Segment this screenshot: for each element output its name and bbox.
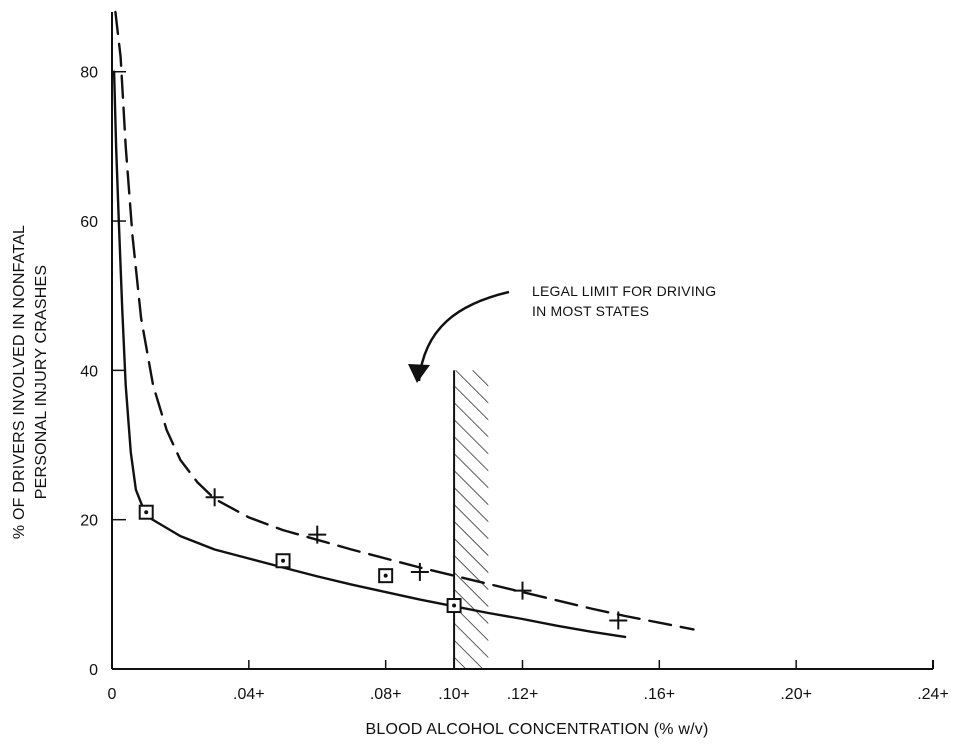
x-tick-label: .10+ — [438, 686, 470, 703]
solid-series-line — [112, 70, 627, 639]
y-axis-title-line-2: PERSONAL INJURY CRASHES — [33, 265, 50, 500]
x-tick-label: 0 — [108, 686, 117, 703]
plus-marker — [513, 581, 532, 600]
axes-group — [111, 12, 934, 670]
y-tick-label: 80 — [80, 65, 98, 82]
y-ticks-group: 0 20 40 60 80 — [80, 65, 126, 679]
annotation-arrow-head — [408, 364, 430, 383]
annotation-line-2: IN MOST STATES — [532, 303, 649, 319]
y-tick-label: 40 — [80, 363, 98, 380]
x-tick-label: .24+ — [917, 686, 949, 703]
square-dot-marker — [275, 553, 291, 569]
legal-limit-band — [454, 370, 489, 669]
x-tick-label: .12+ — [507, 686, 539, 703]
annotation-line-1: LEGAL LIMIT FOR DRIVING — [532, 283, 716, 299]
plus-marker — [410, 562, 429, 581]
x-tick-label: .20+ — [780, 686, 812, 703]
square-dot-marker — [446, 598, 462, 614]
dashed-series-line — [114, 10, 695, 631]
square-dot-marker — [378, 568, 394, 584]
square-dot-marker — [138, 504, 154, 520]
plus-marker — [609, 611, 628, 630]
annotation-arrow — [417, 290, 510, 382]
y-tick-label: 0 — [89, 662, 98, 679]
x-axis-title: BLOOD ALCOHOL CONCENTRATION (% w/v) — [365, 721, 708, 738]
series-lines-group — [112, 10, 695, 639]
y-tick-label: 20 — [80, 513, 98, 530]
annotation-group: LEGAL LIMIT FOR DRIVING IN MOST STATES — [408, 283, 716, 383]
x-tick-label: .08+ — [370, 686, 402, 703]
series-points-group — [138, 488, 628, 630]
y-tick-label: 60 — [80, 214, 98, 231]
y-axis-title-line-1: % OF DRIVERS INVOLVED IN NONFATAL — [11, 225, 28, 539]
x-tick-label: .04+ — [233, 686, 265, 703]
x-tick-label: .16+ — [644, 686, 676, 703]
legal-limit-band-group — [453, 370, 489, 669]
x-ticks-group: 0 .04+ .08+ .10+ .12+ .16+ .20+ .24+ — [108, 660, 949, 703]
plus-marker — [205, 488, 224, 507]
y-axis-title: % OF DRIVERS INVOLVED IN NONFATAL PERSON… — [11, 225, 50, 539]
plus-marker — [308, 525, 327, 544]
